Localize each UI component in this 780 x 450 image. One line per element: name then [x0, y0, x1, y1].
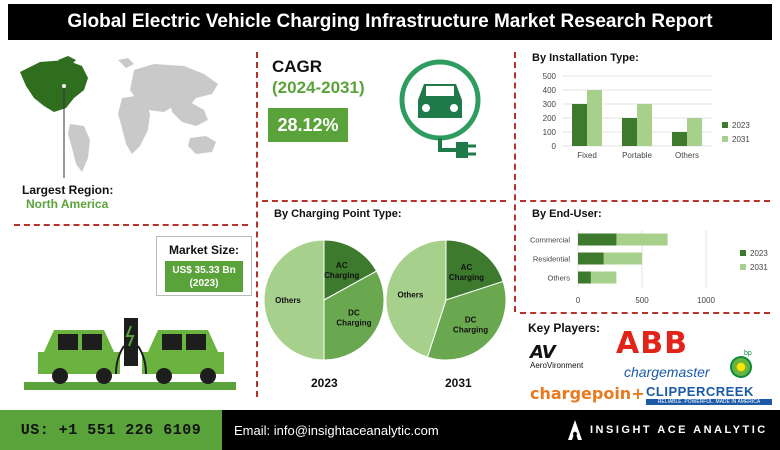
- pie-year-2031: 2031: [445, 376, 472, 390]
- end-user-bar-chart: 0 500 1000 Commercial Residential Others 2023 2…: [530, 230, 768, 305]
- pie-2031-slice-0: [445, 239, 504, 301]
- end-user-title: By End-User:: [532, 208, 602, 220]
- report-title: Global Electric Vehicle Charging Infrast…: [8, 4, 772, 40]
- abb-logo: ABB: [616, 326, 688, 361]
- charging-point-pies: ACChargingDCChargingOthersACChargingDCCh…: [263, 239, 507, 361]
- enduser-bar-Others-2023: [578, 271, 591, 284]
- key-players-title: Key Players:: [528, 321, 601, 335]
- enduser-bar-Commercial-2023: [578, 233, 617, 246]
- chargepoint-logo: chargepoin+: [530, 384, 645, 403]
- installation-ytick-1: 100: [543, 128, 557, 137]
- installation-ytick-2: 200: [543, 114, 557, 123]
- clippercreek-logo: CLIPPERCREEK RELIABLE. POWERFUL. MADE IN…: [646, 384, 772, 405]
- pie-2031-label-1-1: Charging: [453, 326, 488, 335]
- installation-ytick-4: 400: [543, 86, 557, 95]
- installation-bar-Others-2023: [672, 132, 687, 146]
- installation-legend-0: 2023: [732, 121, 750, 130]
- footer-brand: INSIGHT ACE ANALYTIC: [590, 424, 768, 436]
- divider-left-h: [14, 224, 248, 226]
- aerovironment-logo: AV AeroVironment: [530, 342, 584, 370]
- enduser-ytick-0: Commercial: [530, 236, 570, 245]
- pie-2031-label-1-0: DC: [465, 316, 477, 325]
- installation-title: By Installation Type:: [532, 52, 639, 64]
- pie-2023-slice-0: [323, 239, 378, 301]
- enduser-xtick-2: 1000: [697, 296, 715, 305]
- enduser-legend-swatch-1: [740, 264, 746, 270]
- ev-car-plug-icon: [399, 59, 481, 158]
- pie-2031-slice-1: [426, 280, 507, 361]
- market-size-label: Market Size:: [168, 243, 240, 257]
- region-value: North America: [26, 197, 109, 211]
- installation-legend-1: 2031: [732, 135, 750, 144]
- pie-2023-slice-2: [263, 239, 325, 361]
- pie-2023-label-1-1: Charging: [336, 319, 371, 328]
- divider-right-h2: [520, 312, 770, 314]
- enduser-ytick-2: Others: [547, 274, 570, 283]
- enduser-ytick-1: Residential: [533, 255, 570, 264]
- ev-charging-illustration: [24, 318, 236, 390]
- footer-bar: Email: info@insightaceanalytic.com INSIG…: [222, 410, 780, 450]
- cagr-period: (2024-2031): [272, 78, 365, 97]
- divider-right-h: [520, 200, 770, 202]
- divider-right: [514, 52, 516, 312]
- enduser-legend-swatch-0: [740, 250, 746, 256]
- pie-2023-label-1-0: DC: [348, 309, 360, 318]
- installation-bar-Others-2031: [687, 118, 702, 146]
- world-map: [20, 56, 218, 178]
- chargemaster-logo: chargemaster: [624, 364, 710, 380]
- installation-bar-Fixed-2031: [587, 90, 602, 146]
- footer-email[interactable]: Email: info@insightaceanalytic.com: [234, 423, 439, 438]
- cagr-label: CAGR: [272, 57, 323, 76]
- pie-2023-label-0-0: AC: [336, 261, 348, 270]
- region-label: Largest Region:: [22, 183, 114, 197]
- cagr-value: 28.12%: [268, 108, 348, 142]
- installation-legend-swatch-1: [722, 136, 728, 142]
- installation-bar-Fixed-2023: [572, 104, 587, 146]
- market-size-value: US$ 35.33 Bn (2023): [165, 261, 243, 292]
- installation-ytick-0: 0: [552, 142, 557, 151]
- footer-phone: US: +1 551 226 6109: [0, 410, 222, 450]
- divider-mid-h: [262, 200, 506, 202]
- market-size-box: Market Size: US$ 35.33 Bn (2023): [156, 236, 252, 296]
- insight-ace-logo-icon: [568, 420, 582, 440]
- enduser-bar-Residential-2023: [578, 252, 604, 265]
- pie-2031-label-2-0: Others: [398, 290, 424, 299]
- enduser-xtick-1: 500: [635, 296, 649, 305]
- divider-left: [256, 52, 258, 397]
- pie-2031-label-0-1: Charging: [449, 273, 484, 282]
- installation-xtick-1: Portable: [622, 151, 652, 160]
- installation-legend-swatch-0: [722, 122, 728, 128]
- bp-logo: bp: [730, 350, 756, 382]
- installation-bar-Portable-2031: [637, 104, 652, 146]
- pie-year-2023: 2023: [311, 376, 338, 390]
- installation-xtick-0: Fixed: [577, 151, 597, 160]
- pie-2023-slice-1: [323, 270, 385, 361]
- north-america-shape: [20, 60, 88, 112]
- enduser-legend-1: 2031: [750, 263, 768, 272]
- installation-xtick-2: Others: [675, 151, 699, 160]
- charging-point-title: By Charging Point Type:: [274, 208, 402, 220]
- enduser-legend-0: 2023: [750, 249, 768, 258]
- pie-2023-label-0-1: Charging: [324, 271, 359, 280]
- installation-bar-chart: 0 100 200 300 400 500 Fixed Portable Others 2023 2…: [543, 72, 751, 160]
- pie-2031-label-0-0: AC: [461, 263, 473, 272]
- installation-ytick-3: 300: [543, 100, 557, 109]
- installation-bar-Portable-2023: [622, 118, 637, 146]
- pie-2023-label-2-0: Others: [275, 296, 301, 305]
- pie-2031-slice-2: [385, 239, 447, 358]
- enduser-xtick-0: 0: [576, 296, 581, 305]
- installation-ytick-5: 500: [543, 72, 557, 81]
